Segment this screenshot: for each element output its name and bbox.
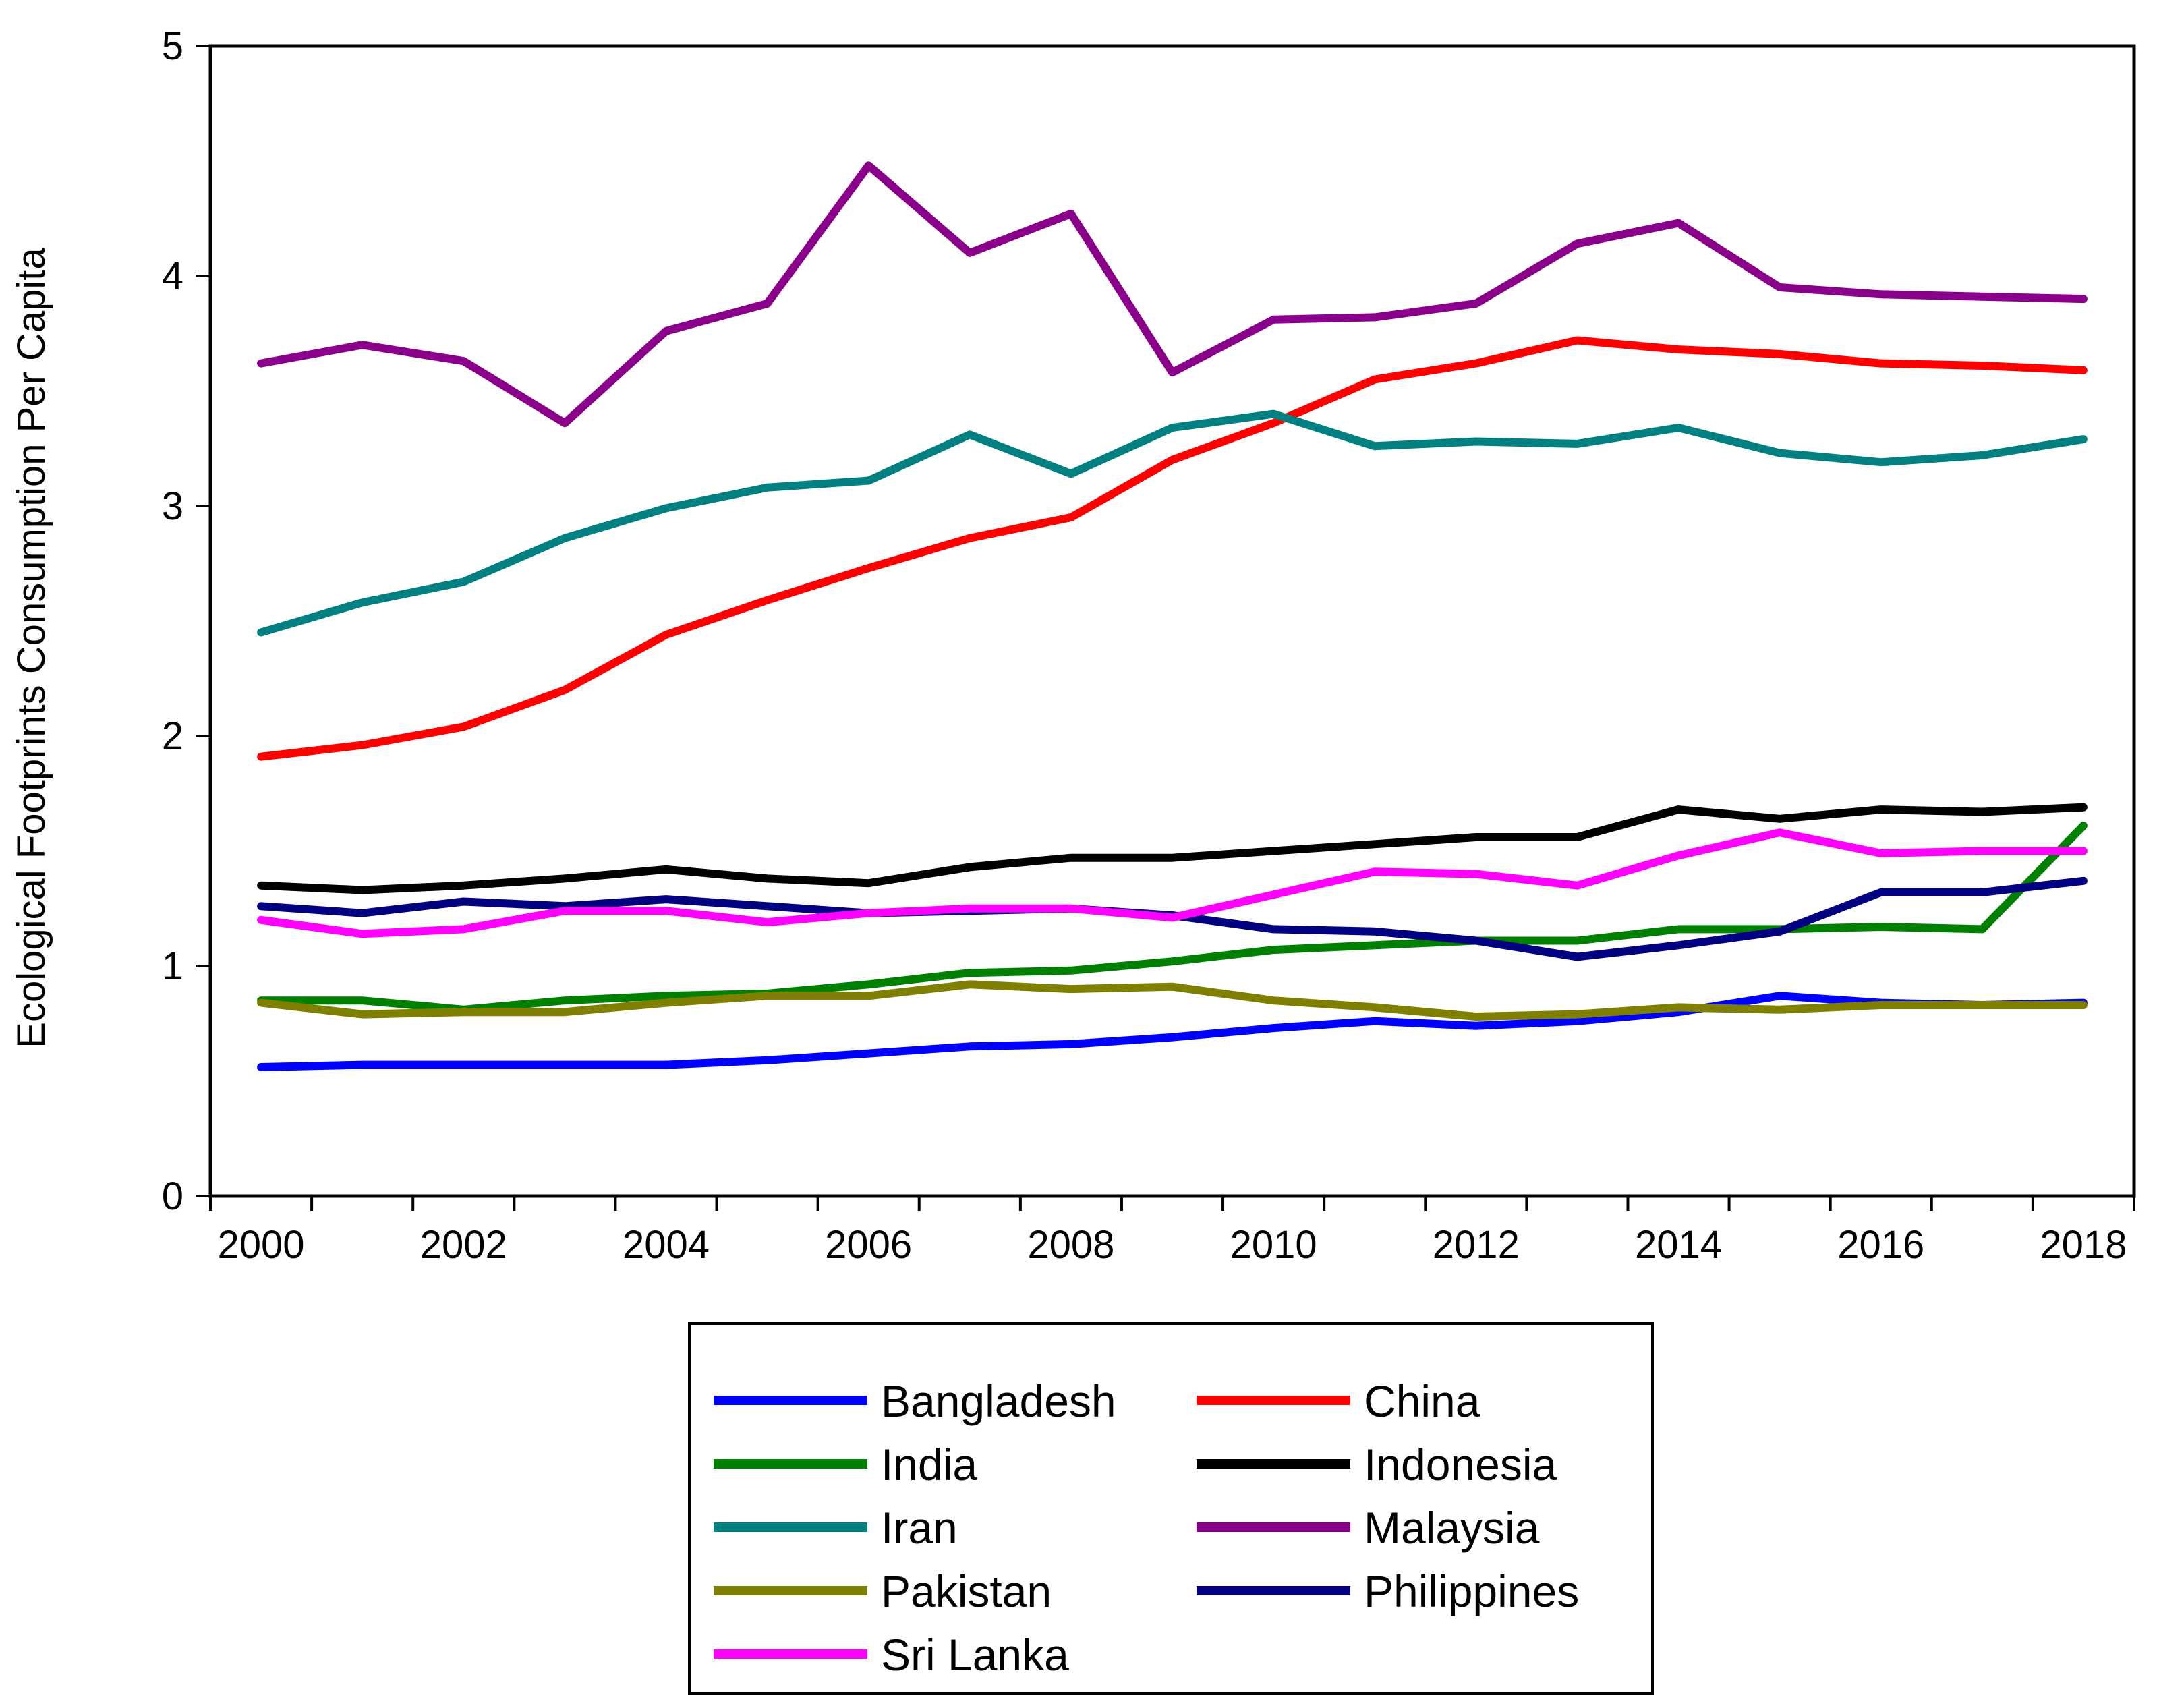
y-tick-label: 5	[162, 24, 183, 68]
legend-label: Malaysia	[1364, 1503, 1540, 1553]
x-tick-label: 2018	[2040, 1223, 2127, 1267]
legend-label: Iran	[881, 1503, 958, 1553]
x-tick-label: 2000	[218, 1223, 305, 1267]
series-line-pakistan	[257, 980, 2088, 1021]
series-line-sri-lanka	[257, 828, 2088, 938]
legend-label: Pakistan	[881, 1566, 1052, 1616]
legend-label: Philippines	[1364, 1566, 1579, 1616]
legend-label: Bangladesh	[881, 1376, 1116, 1426]
y-tick-label: 3	[162, 484, 183, 528]
series-layer	[257, 161, 2088, 1071]
y-tick-label: 0	[162, 1174, 183, 1218]
x-tick-label: 2010	[1230, 1223, 1317, 1267]
x-tick-label: 2006	[825, 1223, 912, 1267]
series-line-indonesia	[257, 803, 2088, 894]
x-tick-label: 2008	[1027, 1223, 1114, 1267]
x-tick-label: 2014	[1635, 1223, 1722, 1267]
axis-layer: 0 1 2 3 4 5 2000 2002 2004 2006 2008 2010 2012 2014 20…	[162, 24, 2135, 1267]
legend-box	[688, 1322, 1654, 1695]
series-line-iran	[257, 409, 2088, 637]
legend-items: Bangladesh China India Indonesia Iran Malaysi…	[714, 1376, 1579, 1680]
y-tick-label: 1	[162, 944, 183, 988]
x-tick-label: 2004	[623, 1223, 710, 1267]
series-line-malaysia	[257, 161, 2088, 428]
x-tick-label: 2012	[1433, 1223, 1520, 1267]
series-line-china	[257, 336, 2088, 761]
legend-label: China	[1364, 1376, 1480, 1426]
x-tick-label: 2016	[1837, 1223, 1924, 1267]
legend-label: India	[881, 1440, 977, 1489]
x-tick-label: 2002	[420, 1223, 507, 1267]
y-tick-label: 4	[162, 254, 183, 298]
y-axis-title: Ecological Footprints Consumption Per Ca…	[9, 248, 53, 1048]
plot-area-frame	[208, 44, 2136, 1198]
series-line-bangladesh	[257, 992, 2088, 1071]
legend: Bangladesh China India Indonesia Iran Malaysi…	[688, 1322, 1654, 1695]
legend-label: Sri Lanka	[881, 1630, 1069, 1680]
y-tick-label: 2	[162, 714, 183, 758]
legend-label: Indonesia	[1364, 1440, 1557, 1489]
